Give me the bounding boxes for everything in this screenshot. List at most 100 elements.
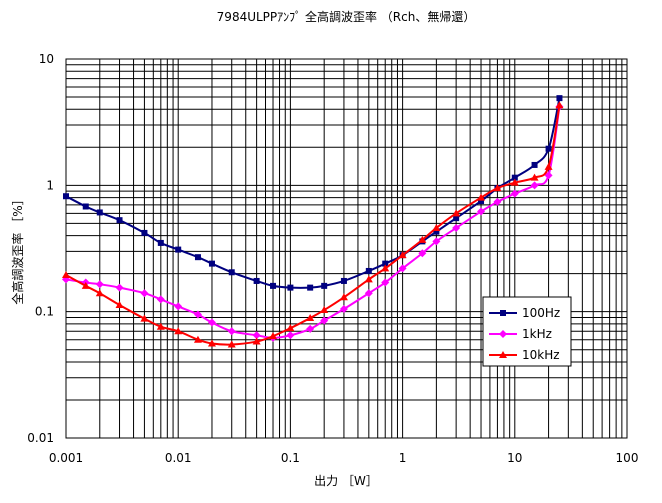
data-point-100hz [253, 277, 260, 284]
data-point-10khz [544, 162, 553, 170]
data-point-1khz [115, 283, 124, 292]
data-point-1khz [252, 331, 261, 340]
data-point-1khz [398, 264, 407, 273]
data-point-100hz [116, 217, 123, 224]
data-point-10khz [269, 332, 278, 340]
data-point-100hz [175, 246, 182, 253]
data-point-100hz [453, 215, 460, 222]
data-point-10khz [510, 178, 519, 186]
data-point-10khz [418, 235, 427, 243]
data-point-10khz [306, 314, 315, 322]
x-tick-label: 100 [616, 451, 639, 465]
grid [66, 59, 627, 438]
data-point-100hz [511, 174, 518, 181]
data-point-100hz [270, 282, 277, 289]
data-point-10khz [156, 322, 165, 330]
data-point-100hz [82, 203, 89, 210]
data-point-1khz [381, 278, 390, 287]
data-point-1khz [339, 304, 348, 313]
data-point-10khz [95, 289, 104, 297]
data-point-100hz [157, 239, 164, 246]
x-tick-label: 0.001 [49, 451, 83, 465]
series [62, 95, 564, 348]
data-point-10khz [207, 339, 216, 347]
data-point-10khz [62, 271, 70, 279]
y-tick-label: 0.1 [35, 305, 54, 319]
data-point-1khz [530, 181, 539, 190]
data-point-100hz [321, 282, 328, 289]
data-point-100hz [208, 260, 215, 267]
data-point-100hz [556, 95, 563, 102]
legend-marker-100hz [500, 310, 506, 316]
data-point-100hz [63, 193, 69, 200]
data-point-100hz [365, 267, 372, 274]
series-line-100hz [65, 97, 561, 289]
legend-marker-1khz [499, 330, 507, 338]
data-point-10khz [140, 314, 149, 322]
series-line-1khz [65, 106, 561, 339]
x-axis: 0.001 0.01 0.1 1 10 100 [49, 451, 639, 465]
data-point-1khz [510, 189, 519, 198]
y-tick-label: 0.01 [27, 431, 54, 445]
data-point-10khz [452, 209, 461, 217]
data-point-1khz [306, 324, 315, 333]
data-point-100hz [545, 145, 552, 152]
data-point-100hz [340, 277, 347, 284]
data-point-1khz [95, 280, 104, 289]
data-point-100hz [96, 209, 103, 216]
x-tick-label: 10 [507, 451, 522, 465]
legend-marker-10khz [499, 351, 507, 358]
data-point-1khz [140, 289, 149, 298]
y-tick-label: 10 [39, 52, 54, 66]
data-point-1khz [418, 249, 427, 258]
data-point-100hz [141, 229, 148, 236]
data-point-10khz [320, 306, 329, 314]
data-point-10khz [381, 264, 390, 272]
series-line-10khz [65, 105, 561, 346]
y-axis: 10 1 0.1 0.01 [27, 52, 54, 445]
data-point-100hz [531, 161, 538, 168]
x-tick-label: 0.1 [281, 451, 300, 465]
legend: 100Hz 1kHz 10kHz [482, 296, 572, 367]
data-point-10khz [477, 193, 486, 201]
data-point-1khz [227, 327, 236, 336]
data-point-1khz [174, 302, 183, 311]
data-point-10khz [432, 223, 441, 231]
data-point-10khz [364, 275, 373, 283]
data-point-1khz [452, 223, 461, 232]
series-1khz [62, 102, 564, 342]
x-axis-label: 出力 ［W］ [314, 474, 378, 488]
data-point-1khz [207, 318, 216, 327]
data-point-1khz [493, 197, 502, 206]
y-tick-label: 1 [46, 178, 54, 192]
data-point-10khz [193, 335, 202, 343]
data-point-1khz [477, 207, 486, 216]
x-tick-label: 1 [399, 451, 407, 465]
data-point-100hz [287, 284, 294, 291]
data-point-10khz [555, 101, 564, 109]
chart-title: 7984ULPPｱﾝﾌﾟ 全高調波歪率 （Rch、無帰還） [217, 9, 476, 24]
data-point-1khz [432, 237, 441, 246]
data-point-100hz [433, 228, 440, 235]
data-point-10khz [493, 184, 502, 192]
legend-label-10khz: 10kHz [522, 348, 560, 362]
x-tick-label: 0.01 [165, 451, 192, 465]
data-point-1khz [286, 331, 295, 340]
data-point-10khz [339, 293, 348, 301]
data-point-10khz [286, 324, 295, 332]
data-point-100hz [307, 284, 314, 291]
series-10khz [62, 101, 564, 348]
data-point-10khz [174, 327, 183, 335]
legend-label-1khz: 1kHz [522, 327, 552, 341]
y-axis-label: 全高調波歪率 ［%］ [10, 193, 25, 304]
data-point-10khz [81, 281, 90, 289]
data-point-100hz [228, 269, 235, 276]
data-point-1khz [320, 316, 329, 325]
data-point-1khz [156, 295, 165, 304]
data-point-100hz [382, 260, 389, 267]
data-point-10khz [227, 340, 236, 348]
data-point-10khz [530, 173, 539, 181]
data-point-1khz [364, 289, 373, 298]
